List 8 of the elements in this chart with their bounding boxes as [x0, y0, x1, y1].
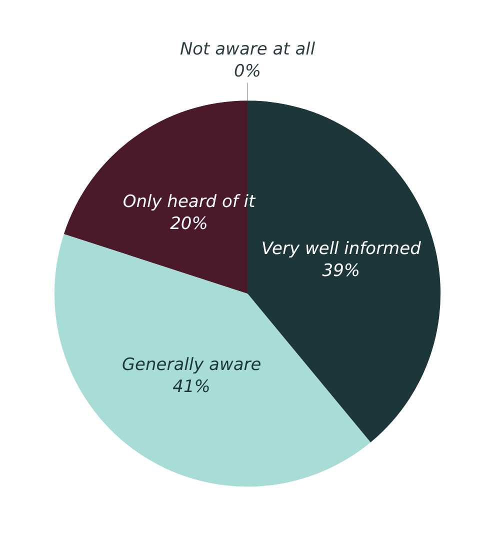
slice-label: Generally aware — [122, 354, 262, 375]
text: 0% — [234, 62, 261, 82]
data-label: 20% — [170, 214, 208, 234]
data-label: 41% — [172, 376, 210, 397]
category-label: Not aware at all — [180, 40, 316, 60]
slice-label: Only heard of it — [122, 192, 257, 212]
slice-label: Very well informed — [261, 238, 422, 259]
data-label: 39% — [322, 260, 360, 281]
